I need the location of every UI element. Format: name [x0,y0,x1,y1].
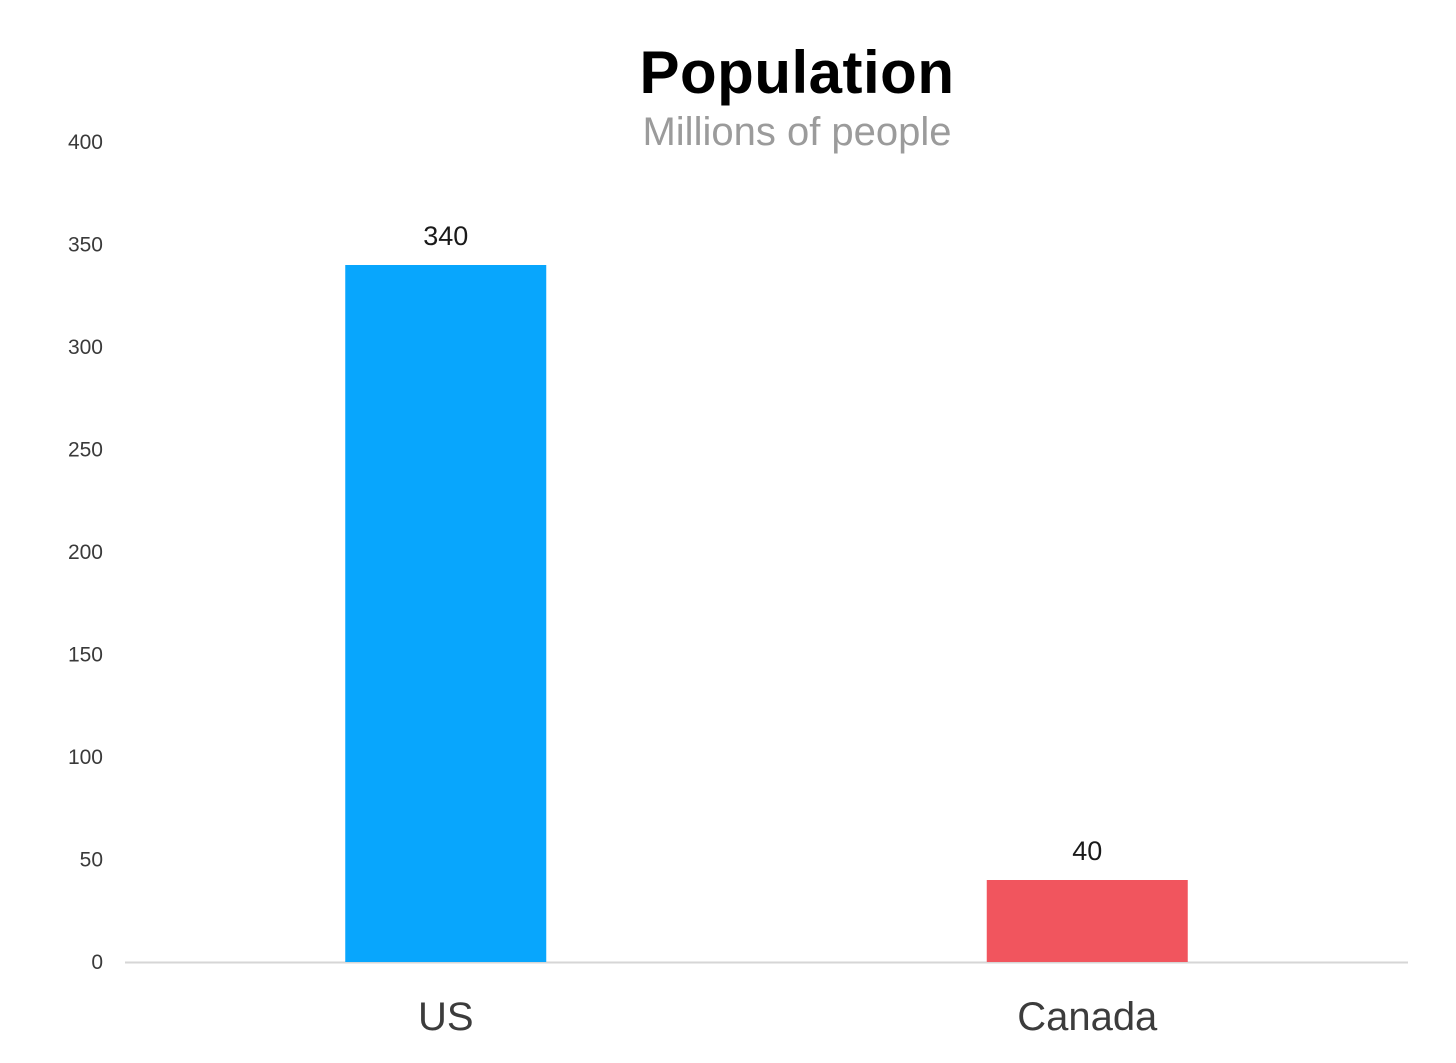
y-tick-label: 350 [68,234,103,257]
y-tick-label: 400 [68,131,103,154]
y-tick-label: 50 [80,849,103,872]
y-tick-label: 0 [91,951,103,974]
data-label: 40 [1072,836,1102,866]
data-label: 340 [423,221,468,251]
y-tick-label: 250 [68,439,103,462]
y-tick-label: 200 [68,541,103,564]
y-tick-label: 150 [68,644,103,667]
chart-subtitle: Millions of people [642,110,952,154]
y-tick-label: 300 [68,336,103,359]
chart-title: Population [639,39,955,106]
x-tick-label: US [418,995,474,1039]
bar-us [345,265,547,962]
y-tick-label: 100 [68,746,103,769]
x-tick-label: Canada [1017,995,1158,1039]
bar-canada [986,880,1188,962]
